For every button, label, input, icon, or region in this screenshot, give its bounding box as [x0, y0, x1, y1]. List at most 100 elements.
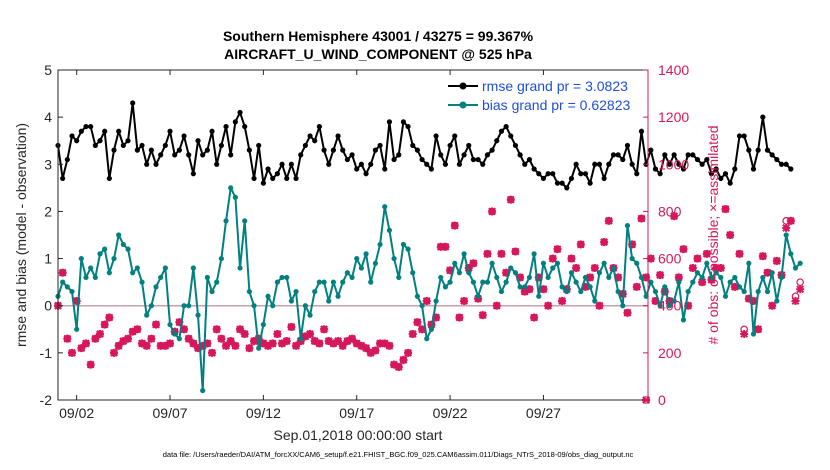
obs-assimilated-point — [96, 330, 105, 338]
rmse-point — [200, 152, 206, 158]
rmse-point — [134, 147, 140, 153]
rmse-point — [484, 152, 491, 158]
bias-point — [396, 274, 402, 281]
obs-assimilated-point — [58, 268, 67, 277]
rmse-point — [620, 156, 626, 163]
bias-point — [386, 227, 393, 233]
obs-assimilated-point — [726, 231, 735, 239]
bias-point — [699, 274, 705, 281]
bias-point — [750, 331, 757, 337]
y-right-tick-label: 400 — [658, 298, 682, 314]
rmse-point — [116, 128, 122, 134]
rmse-point — [344, 156, 350, 163]
bias-point — [461, 251, 467, 257]
bias-point — [158, 274, 164, 281]
rmse-point — [335, 133, 341, 139]
obs-assimilated-point — [693, 254, 702, 263]
rmse-point — [74, 138, 80, 144]
bias-point — [153, 284, 159, 290]
obs-assimilated-series — [54, 195, 805, 404]
obs-assimilated-point — [91, 334, 100, 343]
y-right-tick-label: 800 — [658, 203, 682, 219]
obs-assimilated-point — [240, 330, 249, 338]
rmse-point — [391, 156, 397, 163]
bias-point — [214, 279, 220, 285]
rmse-point — [746, 147, 752, 153]
rmse-point — [251, 175, 257, 182]
rmse-point — [470, 156, 477, 163]
rmse-point — [60, 175, 66, 182]
bias-point — [592, 298, 598, 304]
obs-assimilated-point — [530, 313, 539, 322]
bias-point — [74, 326, 80, 332]
bias-point — [78, 255, 84, 262]
bias-point — [204, 274, 210, 281]
bias-point — [797, 260, 803, 266]
rmse-point — [237, 109, 243, 116]
bias-point — [419, 303, 425, 309]
bias-point — [372, 260, 379, 266]
x-tick-label: 09/22 — [433, 405, 468, 421]
obs-assimilated-point — [506, 195, 515, 204]
rmse-point — [788, 166, 794, 172]
rmse-point — [358, 161, 365, 167]
rmse-point — [522, 161, 528, 167]
obs-assimilated-point — [441, 242, 450, 251]
obs-assimilated-point — [385, 341, 394, 350]
obs-assimilated-point — [688, 264, 697, 272]
bias-point — [377, 241, 383, 248]
bias-point — [657, 303, 663, 309]
rmse-point — [102, 128, 108, 134]
y-left-tick-label: 4 — [44, 109, 52, 125]
rmse-point — [120, 142, 126, 149]
rmse-point — [671, 152, 677, 158]
obs-assimilated-point — [124, 334, 133, 343]
bias-point — [596, 270, 603, 276]
bias-point — [120, 241, 126, 248]
bias-point — [64, 284, 70, 290]
rmse-point — [162, 142, 168, 149]
rmse-point — [414, 147, 421, 153]
bias-point — [433, 298, 439, 304]
obs-assimilated-point — [763, 268, 772, 277]
rmse-point — [526, 156, 533, 163]
obs-assimilated-point — [142, 341, 151, 350]
bias-point — [568, 270, 575, 276]
y-right-tick-label: 1000 — [658, 156, 689, 172]
rmse-point — [246, 147, 252, 153]
legend-box — [442, 77, 646, 113]
bias-point — [792, 265, 799, 271]
obs-possible-point — [796, 278, 804, 286]
y-right-tick-label: 1200 — [658, 109, 689, 125]
x-tick-label: 09/17 — [339, 405, 374, 421]
rmse-point — [531, 166, 537, 172]
obs-assimilated-point — [796, 285, 805, 294]
rmse-point — [321, 147, 327, 153]
rmse-point — [638, 128, 645, 134]
obs-assimilated-point — [754, 325, 763, 334]
bias-point — [746, 260, 752, 266]
rmse-point — [718, 175, 724, 182]
obs-assimilated-point — [226, 337, 235, 346]
y-left-tick-label: -2 — [40, 392, 53, 408]
rmse-point — [442, 161, 449, 167]
obs-assimilated-point — [413, 318, 422, 327]
bias-point — [335, 293, 341, 299]
obs-assimilated-point — [511, 247, 520, 256]
bias-point — [666, 303, 673, 309]
bias-point — [690, 279, 696, 285]
rmse-point — [447, 142, 453, 149]
bias-point — [186, 303, 192, 309]
bias-point — [755, 288, 761, 295]
rmse-point — [125, 138, 131, 144]
obs-assimilated-point — [544, 301, 553, 310]
bias-point — [680, 317, 687, 323]
bias-point — [284, 274, 290, 281]
bias-point — [559, 284, 565, 290]
y-right-tick-label: 1400 — [658, 62, 689, 78]
rmse-point — [377, 142, 383, 149]
bias-point — [512, 270, 519, 276]
rmse-point — [363, 171, 369, 177]
rmse-point — [769, 152, 775, 158]
rmse-point — [540, 175, 547, 182]
